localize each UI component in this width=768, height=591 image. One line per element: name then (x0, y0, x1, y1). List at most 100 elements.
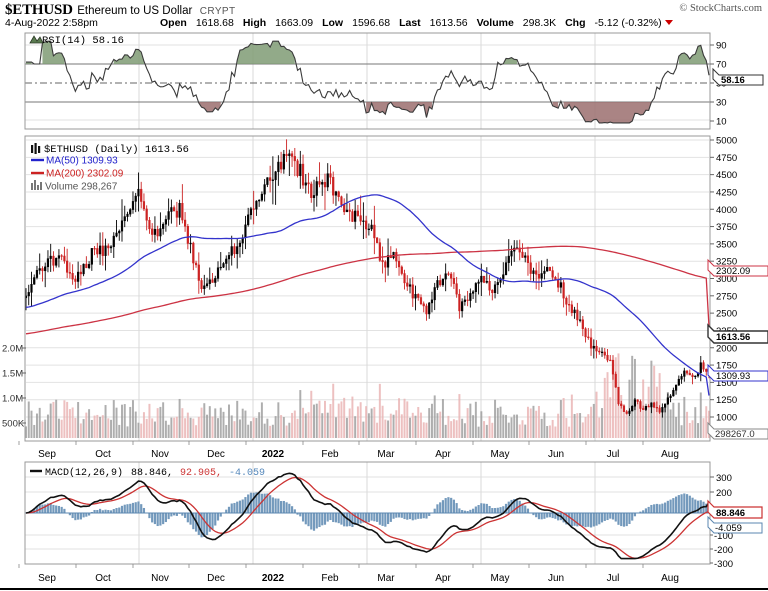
price-legend-text: $ETHUSD (Daily) 1613.56 (44, 144, 189, 156)
volume-flag-text: 298267.0 (715, 429, 755, 440)
symbol-name: Ethereum to US Dollar (77, 5, 193, 17)
exchange-label: CRYPT (199, 6, 236, 17)
open-label: Open (160, 17, 187, 29)
price-tick-1500: 1500 (716, 378, 737, 389)
last-price-flag: 1613.56 (707, 323, 768, 344)
volume-flag: 298267.0 (707, 421, 768, 440)
macd-hist-flag-text: -4.059 (715, 523, 742, 534)
chg-label: Chg (565, 17, 586, 29)
chart-header: $ETHUSD Ethereum to US Dollar CRYPT © St… (0, 0, 768, 32)
high-label: High (242, 17, 267, 29)
macd-legend-label: MACD(12,26,9) (45, 467, 123, 479)
macd-panel: MACD(12,26,9) 88.846, 92.905, -4.059 300… (24, 461, 763, 570)
date-label-sep: Sep (38, 573, 56, 584)
ma200-legend-text: MA(200) 2302.09 (46, 169, 124, 180)
candlesticks (25, 139, 710, 418)
macd-tick-neg300: -300 (714, 559, 733, 570)
date-label-may: May (491, 573, 510, 584)
ma200-line (25, 245, 710, 335)
date-label-jun: Jun (548, 573, 564, 584)
chg-down-arrow-icon (664, 20, 673, 25)
open-value: 1618.68 (195, 17, 234, 29)
date-label-sep: Sep (38, 449, 56, 460)
date-label-2022: 2022 (262, 573, 285, 584)
rsi-tick-70: 70 (716, 60, 727, 71)
price-tick-4750: 4750 (716, 153, 737, 164)
date-label-aug: Aug (661, 449, 679, 460)
macd-legend-hist: -4.059 (229, 468, 265, 479)
ma50-flag-text: 1309.93 (716, 371, 750, 382)
macd-y-axis: 300 200 -100 -200 -300 (710, 473, 733, 570)
date-axis-middle: Sep Oct Nov Dec 2022 Feb Mar Apr May Jun Jul Aug (18, 441, 679, 460)
price-tick-4500: 4500 (716, 170, 737, 181)
date-label-oct: Oct (95, 449, 111, 460)
volume-tick-2.0M: 2.0M (2, 344, 23, 355)
date-label-nov: Nov (151, 573, 169, 584)
volume-bars-icon (31, 180, 42, 190)
price-tick-4000: 4000 (716, 205, 737, 216)
macd-legend-signal: 92.905, (180, 468, 222, 479)
volume-tick-1.5M: 1.5M (2, 369, 23, 380)
price-tick-2750: 2750 (716, 291, 737, 302)
rsi-value-flag-text: 58.16 (721, 75, 745, 86)
date-label-may: May (491, 449, 510, 460)
volume-tick-500K: 500K (2, 419, 25, 430)
high-value: 1663.09 (275, 17, 314, 29)
macd-legend: MACD(12,26,9) 88.846, 92.905, -4.059 (30, 467, 265, 479)
price-tick-1750: 1750 (716, 361, 737, 372)
date-label-feb: Feb (321, 573, 339, 584)
date-label-mar: Mar (377, 449, 395, 460)
date-label-feb: Feb (321, 449, 339, 460)
macd-tick-200: 200 (716, 488, 732, 499)
date-label-2022: 2022 (262, 449, 285, 460)
date-label-jul: Jul (607, 449, 620, 460)
last-price-flag-text: 1613.56 (716, 332, 750, 343)
price-tick-2500: 2500 (716, 309, 737, 320)
quote-line: 4-Aug-2022 2:58pm Open 1618.68 High 1663.09 L… (5, 17, 673, 29)
ma200-flag: 2302.09 (707, 258, 768, 277)
price-tick-3000: 3000 (716, 274, 737, 285)
rsi-tick-90: 90 (716, 41, 727, 52)
rsi-line (26, 40, 710, 124)
date-axis-bottom: Sep Oct Nov Dec 2022 Feb Mar Apr May Jun Jul Aug (18, 564, 679, 584)
date-label-apr: Apr (435, 449, 451, 460)
price-tick-4250: 4250 (716, 187, 737, 198)
last-label: Last (399, 17, 421, 29)
date-label-apr: Apr (435, 573, 451, 584)
date-label-jun: Jun (548, 449, 564, 460)
low-value: 1596.68 (352, 17, 391, 29)
rsi-legend: RSI(14) 58.16 (29, 35, 124, 47)
date-label-dec: Dec (207, 573, 225, 584)
date-label-jul: Jul (607, 573, 620, 584)
date-label-aug: Aug (661, 573, 679, 584)
price-tick-2000: 2000 (716, 343, 737, 354)
date-label-oct: Oct (95, 573, 111, 584)
macd-histogram (25, 492, 710, 538)
quote-timestamp: 4-Aug-2022 2:58pm (5, 17, 98, 29)
price-tick-3500: 3500 (716, 239, 737, 250)
macd-hist-flag: -4.059 (707, 515, 763, 534)
ma50-flag: 1309.93 (707, 363, 768, 382)
rsi-value-flag: 58.16 (712, 67, 764, 86)
price-tick-3750: 3750 (716, 222, 737, 233)
volume-value: 298.3K (522, 17, 557, 29)
date-label-nov: Nov (151, 449, 169, 460)
ma200-flag-text: 2302.09 (716, 266, 750, 277)
ma50-legend-text: MA(50) 1309.93 (46, 156, 118, 167)
candlestick-icon (31, 143, 41, 154)
macd-tick-neg200: -200 (714, 545, 733, 556)
date-label-mar: Mar (377, 573, 395, 584)
chg-value: -5.12 (-0.32%) (594, 17, 662, 29)
price-legend: $ETHUSD (Daily) 1613.56 MA(50) 1309.93 M… (31, 143, 189, 193)
macd-tick-neg100: -100 (714, 531, 733, 542)
ma50-line (25, 194, 710, 396)
rsi-panel: RSI(14) 58.16 90 70 50 30 10 58.16 (24, 32, 764, 130)
last-value: 1613.56 (429, 17, 468, 29)
date-label-dec: Dec (207, 449, 225, 460)
macd-legend-value: 88.846, (131, 468, 173, 479)
price-tick-5000: 5000 (716, 136, 737, 147)
macd-signal-line (25, 476, 710, 559)
price-tick-1250: 1250 (716, 395, 737, 406)
low-label: Low (322, 17, 344, 29)
